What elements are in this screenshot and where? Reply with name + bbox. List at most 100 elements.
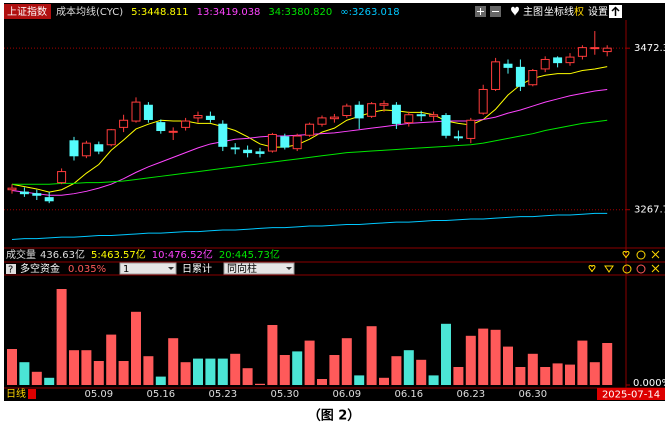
candle-body (453, 136, 463, 139)
candle-body (230, 147, 240, 150)
bar (143, 356, 154, 385)
bar (403, 350, 414, 385)
flow-value: 0.035% (68, 264, 106, 275)
candle-body (32, 193, 42, 196)
candle-body (7, 187, 17, 191)
bar (267, 325, 278, 385)
candle-body (292, 135, 302, 150)
volume-label: 成交量 (6, 248, 36, 261)
candle-body (267, 133, 277, 152)
candle-body (94, 144, 104, 152)
dropdown-arrow (168, 267, 174, 270)
candle-body (416, 114, 426, 117)
bar (230, 353, 241, 385)
bar (527, 353, 538, 385)
caption: （图 2） (308, 408, 361, 424)
legend-entry: 13:3419.038 (197, 7, 261, 18)
bar (93, 361, 104, 385)
candle-body (553, 57, 563, 64)
bar (366, 326, 377, 385)
bar (292, 351, 303, 385)
y-tick-label: 0.000% (633, 378, 669, 389)
ma-line (12, 119, 608, 185)
candle-body (255, 151, 265, 154)
y-tick-label: 3267.7 (634, 205, 669, 216)
candle-body (515, 66, 525, 87)
bar (478, 328, 489, 385)
close-icon[interactable] (651, 264, 660, 273)
close-icon[interactable] (651, 250, 660, 259)
bar (69, 350, 79, 385)
toolbar-settings[interactable]: 设置 (588, 6, 608, 18)
bar (7, 349, 17, 385)
candle-body (342, 105, 352, 117)
bar (490, 329, 501, 385)
bar (329, 355, 340, 385)
bar (552, 363, 563, 385)
bar (317, 379, 327, 385)
flow-title: 多空资金 (20, 262, 60, 275)
candle-body (491, 61, 501, 90)
bar (379, 377, 389, 385)
favorite-icon[interactable] (511, 6, 519, 16)
bar (602, 343, 613, 385)
bar (279, 355, 290, 385)
mode-label: 日累计 (182, 262, 212, 275)
volume-ma: 5:463.57亿 (91, 248, 146, 261)
x-tick-label: 06.09 (332, 389, 361, 400)
dropdown[interactable] (119, 262, 177, 275)
bar (577, 340, 588, 385)
candle-body (205, 115, 215, 120)
toolbar-axis[interactable]: 坐标线 (544, 5, 574, 18)
bar (465, 335, 476, 385)
candle-body (540, 58, 550, 70)
dropdown[interactable] (223, 262, 295, 275)
bar (341, 338, 352, 385)
candle-body (503, 63, 513, 68)
bar (515, 367, 526, 385)
bar (391, 356, 402, 385)
candle-body (106, 129, 116, 146)
bar (589, 362, 600, 385)
candle-body (441, 115, 451, 136)
bar (56, 289, 67, 385)
bar (31, 371, 42, 385)
candle-body (478, 88, 488, 114)
candle-body (19, 191, 29, 195)
period-badge[interactable] (28, 389, 36, 399)
volume-ma: 10:476.52亿 (152, 248, 213, 261)
bar (503, 346, 513, 385)
x-tick-label: 06.16 (394, 389, 423, 400)
alert-icon[interactable] (636, 264, 646, 274)
bar (217, 358, 228, 385)
candle-body (602, 47, 612, 53)
candle-body (391, 104, 401, 124)
candle-body (57, 171, 67, 184)
candle-body (119, 119, 129, 128)
settings-icon[interactable] (636, 250, 646, 260)
bar (131, 311, 141, 385)
favorite-icon[interactable] (622, 251, 630, 259)
collapse-icon[interactable] (604, 265, 614, 273)
candle-body (218, 123, 228, 147)
bar (44, 377, 55, 385)
dropdown-value: 1 (123, 264, 129, 275)
bar (304, 340, 315, 385)
ma-line (11, 212, 608, 240)
bar (168, 338, 179, 385)
bar (155, 376, 166, 385)
settings-icon[interactable] (622, 264, 632, 274)
bar (428, 375, 439, 385)
candle-body (131, 101, 141, 122)
period-label: 日线 (6, 387, 26, 400)
favorite-icon[interactable] (588, 265, 596, 273)
candle-body (44, 197, 54, 202)
candle-body (81, 142, 91, 157)
help-button[interactable] (6, 264, 16, 274)
toolbar-rights[interactable]: 权 (574, 5, 584, 18)
bar (19, 362, 30, 385)
ma-line (11, 66, 608, 193)
toolbar-main[interactable]: 主图 (523, 6, 543, 18)
help-icon: ? (8, 265, 13, 276)
